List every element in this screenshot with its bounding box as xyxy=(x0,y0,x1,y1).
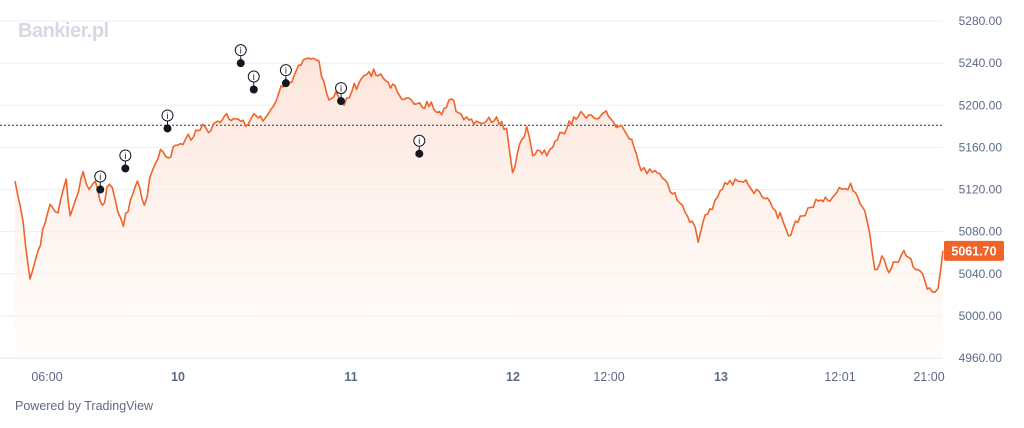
last-price-badge-bg xyxy=(944,240,1004,261)
x-tick-label: 21:00 xyxy=(913,370,944,384)
y-tick-label: 5080.00 xyxy=(959,225,1003,239)
info-marker[interactable]: i xyxy=(234,44,247,68)
info-marker-dot xyxy=(337,97,346,106)
price-area-fill xyxy=(15,58,943,358)
info-icon[interactable] xyxy=(335,82,348,95)
info-icon[interactable] xyxy=(94,170,107,183)
powered-by-link[interactable]: Powered by TradingView xyxy=(15,399,154,413)
y-axis: 5280.00 5240.00 5200.00 5160.00 5120.00 5080.… xyxy=(959,14,1003,365)
x-tick-label: 13 xyxy=(714,370,728,384)
info-icon-glyph: i xyxy=(340,84,342,94)
x-tick-label: 06:00 xyxy=(31,370,62,384)
info-marker[interactable]: i xyxy=(413,134,426,158)
x-tick-label: 12:01 xyxy=(824,370,855,384)
info-marker-dot xyxy=(415,149,424,158)
info-icon[interactable] xyxy=(247,70,260,83)
y-tick-label: 5280.00 xyxy=(959,14,1003,28)
info-icon-glyph: i xyxy=(418,136,420,146)
x-tick-label: 12 xyxy=(506,370,520,384)
info-icon[interactable] xyxy=(413,134,426,147)
info-icon[interactable] xyxy=(161,109,174,122)
y-tick-label: 5120.00 xyxy=(959,183,1003,197)
y-tick-label: 5040.00 xyxy=(959,267,1003,281)
last-price-label: 5061.70 xyxy=(951,244,996,258)
info-marker-dot xyxy=(121,164,130,173)
info-marker[interactable]: i xyxy=(161,109,174,133)
last-price-badge: 5061.70 xyxy=(944,240,1004,261)
y-tick-label: 4960.00 xyxy=(959,351,1003,365)
plot-area: i i i i i i i i xyxy=(0,44,944,358)
y-tick-label: 5000.00 xyxy=(959,309,1003,323)
info-marker[interactable]: i xyxy=(94,170,107,194)
y-tick-label: 5160.00 xyxy=(959,140,1003,154)
y-tick-label: 5200.00 xyxy=(959,98,1003,112)
info-marker-dot xyxy=(249,85,258,94)
watermark-logo: Bankier.pl xyxy=(18,20,109,42)
x-tick-label: 10 xyxy=(171,370,185,384)
info-icon-glyph: i xyxy=(240,46,242,56)
y-tick-label: 5240.00 xyxy=(959,56,1003,70)
info-icon[interactable] xyxy=(234,44,247,57)
x-axis: 06:00 10 11 12 12:00 13 12:01 21:00 xyxy=(0,358,945,384)
info-marker[interactable]: i xyxy=(335,82,348,106)
info-icon[interactable] xyxy=(119,149,132,162)
info-icon-glyph: i xyxy=(99,172,101,182)
info-icon-glyph: i xyxy=(166,111,168,121)
info-icon-glyph: i xyxy=(285,66,287,76)
x-tick-label: 12:00 xyxy=(593,370,624,384)
x-tick-label: 11 xyxy=(344,370,357,384)
info-marker-dot xyxy=(281,79,290,88)
info-icon-glyph: i xyxy=(124,151,126,161)
info-marker-dot xyxy=(163,124,172,133)
info-icon-glyph: i xyxy=(253,72,255,82)
info-marker[interactable]: i xyxy=(119,149,132,173)
info-icon[interactable] xyxy=(279,64,292,77)
info-marker[interactable]: i xyxy=(247,70,260,94)
price-line xyxy=(14,57,944,293)
info-marker-dot xyxy=(236,59,245,68)
info-marker-dot xyxy=(96,185,105,194)
info-marker[interactable]: i xyxy=(279,64,292,88)
